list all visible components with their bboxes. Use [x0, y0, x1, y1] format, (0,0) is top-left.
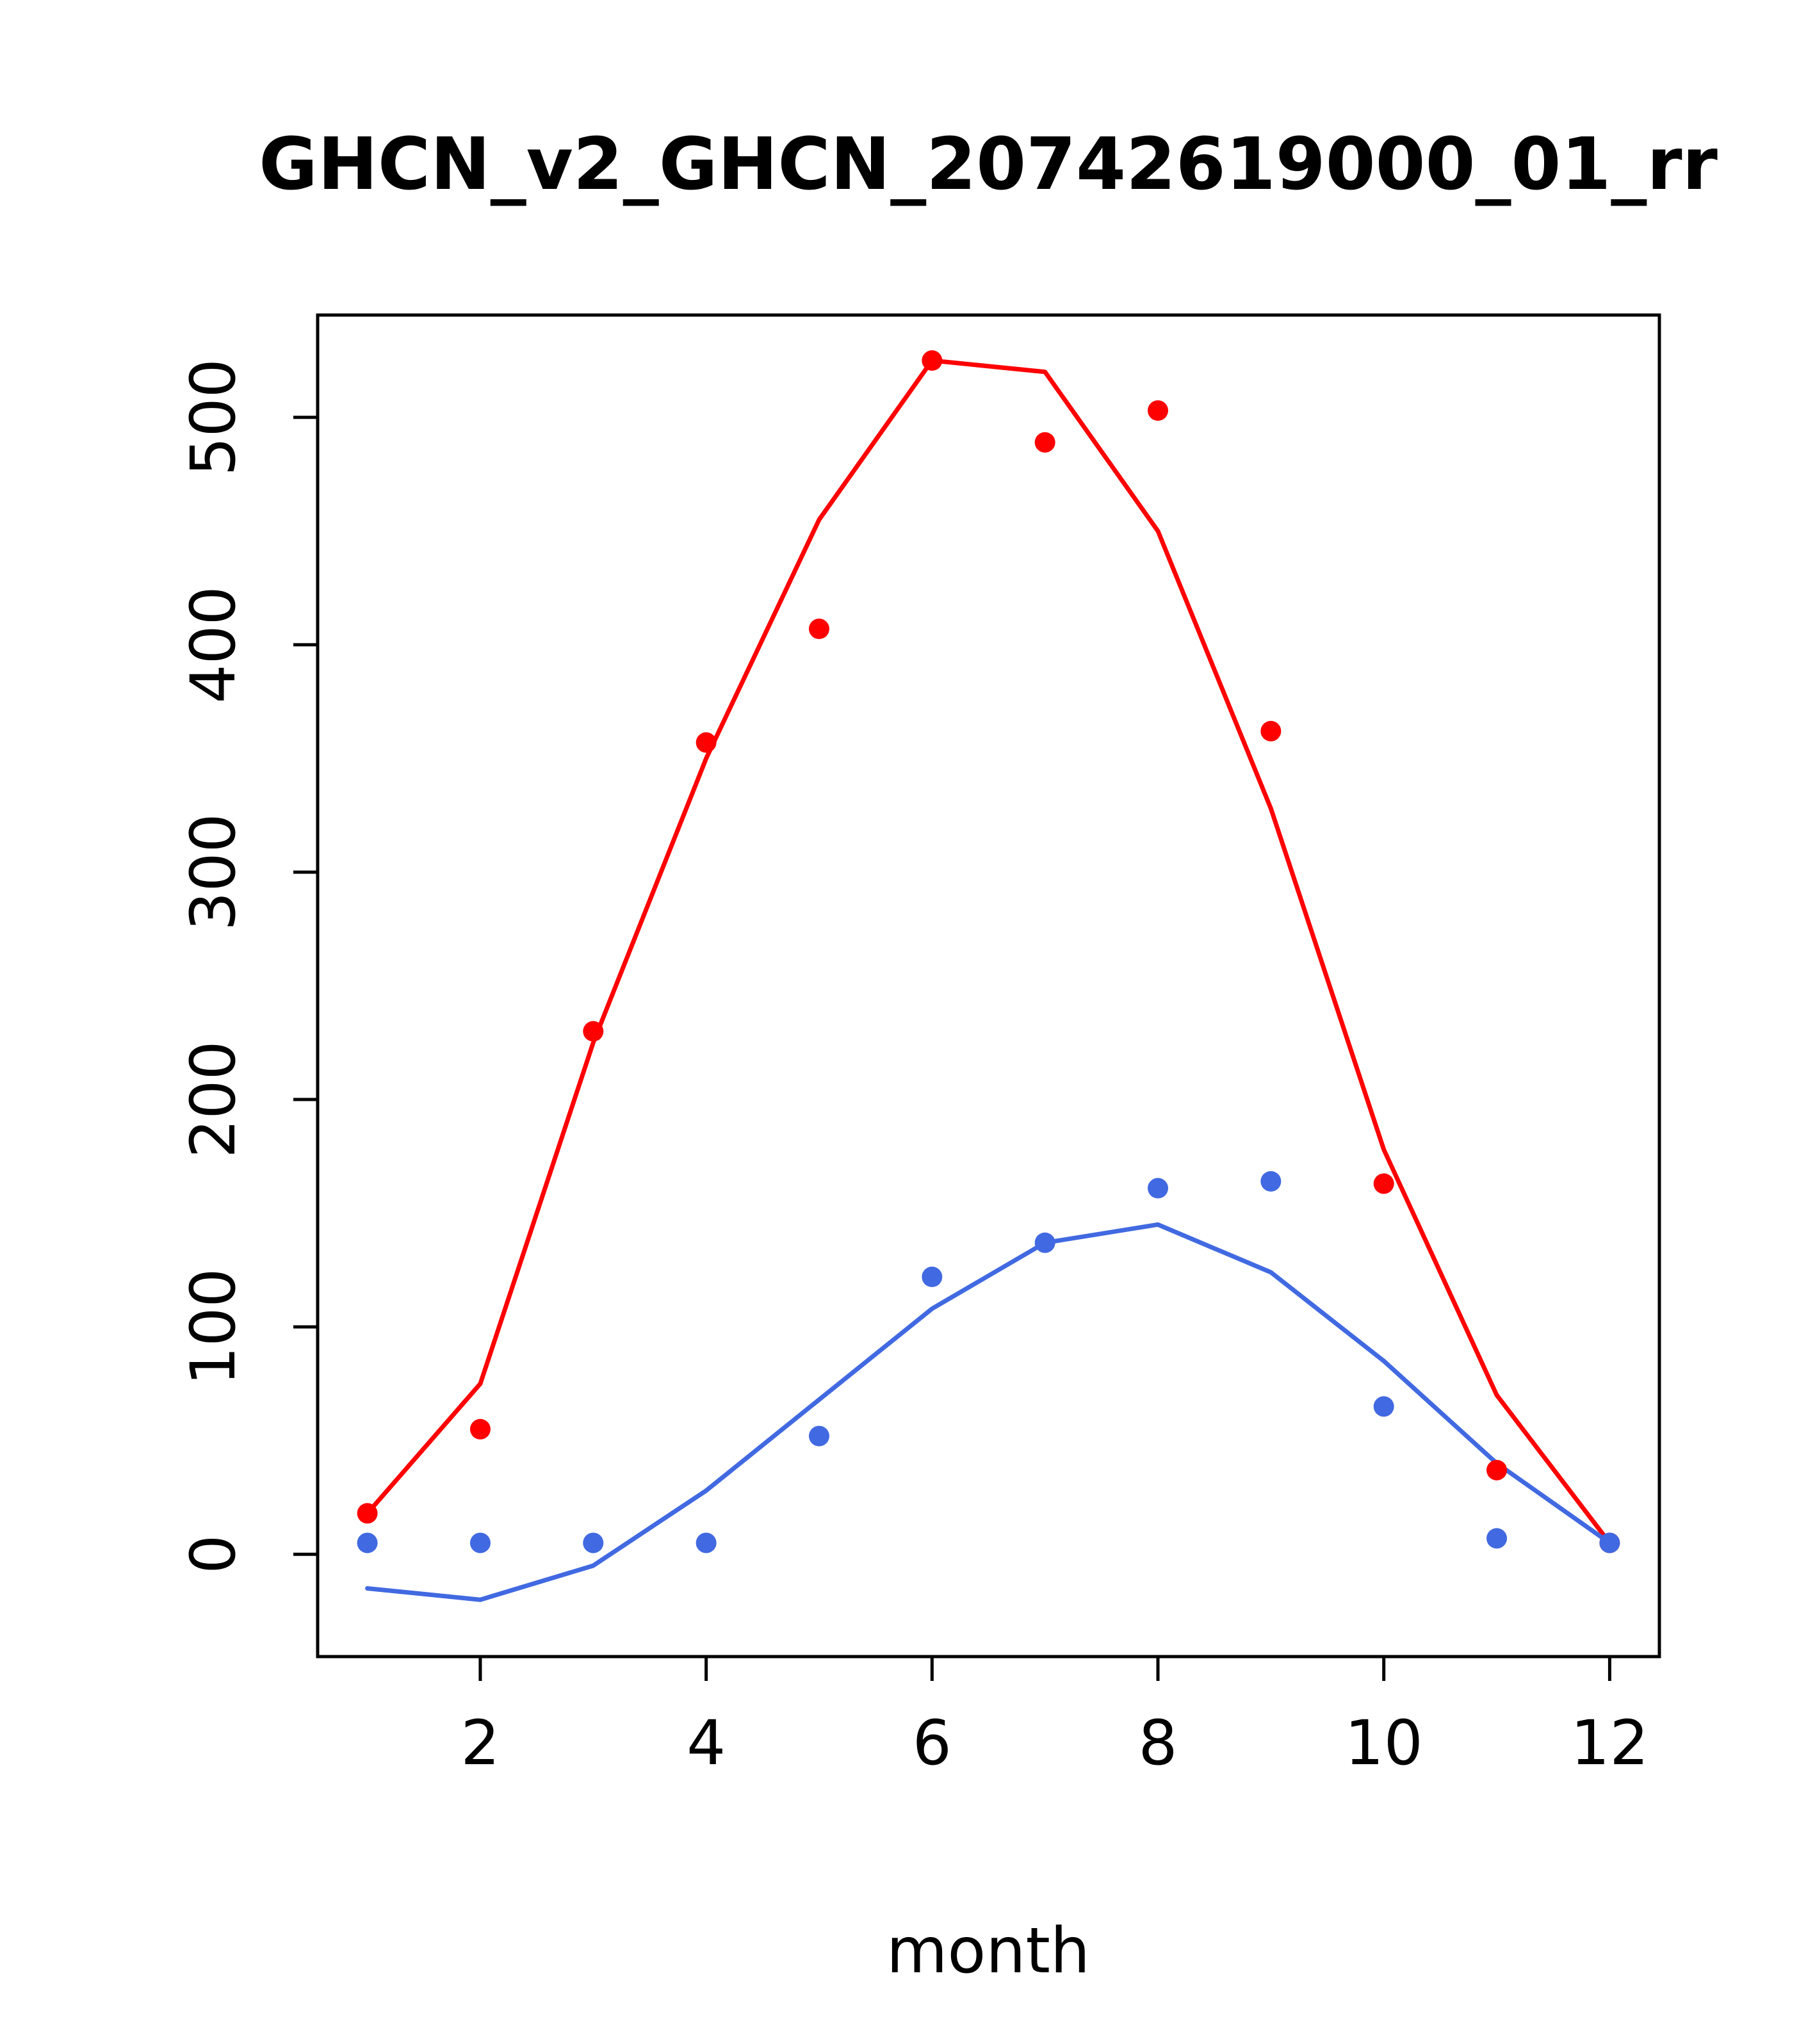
- x-axis-tick-label: 8: [1138, 1707, 1177, 1779]
- red-point: [696, 732, 717, 753]
- y-axis-tick-label: 200: [177, 1041, 249, 1158]
- blue-point: [583, 1532, 604, 1553]
- blue-point: [469, 1532, 491, 1553]
- y-axis-tick-label: 100: [177, 1269, 249, 1386]
- y-axis-tick-label: 0: [177, 1535, 249, 1574]
- blue-point: [1486, 1528, 1508, 1549]
- red-point: [1486, 1459, 1508, 1480]
- blue-point: [922, 1267, 943, 1288]
- x-axis-tick-label: 2: [460, 1707, 500, 1779]
- red-point: [469, 1418, 491, 1440]
- red-point: [1148, 400, 1169, 421]
- blue-point: [808, 1425, 829, 1447]
- red-point: [583, 1021, 604, 1042]
- red-point: [1373, 1173, 1394, 1194]
- x-axis-tick-label: 6: [913, 1707, 952, 1779]
- x-axis-tick-label: 10: [1345, 1707, 1423, 1779]
- red-point: [922, 350, 943, 371]
- blue-point: [1373, 1396, 1394, 1417]
- blue-point: [357, 1532, 378, 1553]
- x-axis-title: month: [886, 1915, 1090, 1988]
- plot-box: [316, 313, 1661, 1659]
- series-red-line: [365, 358, 1612, 1545]
- blue-point: [1599, 1532, 1620, 1553]
- chart-title: GHCN_v2_GHCN_20742619000_01_rr: [259, 123, 1718, 206]
- x-axis-tick-label: 12: [1570, 1707, 1648, 1779]
- y-axis-tick-label: 500: [177, 359, 249, 476]
- red-point: [808, 619, 829, 640]
- y-axis-tick-label: 300: [177, 813, 249, 930]
- red-point: [1034, 432, 1055, 453]
- series-blue-line: [365, 1222, 1612, 1602]
- x-axis-tick-label: 4: [687, 1707, 726, 1779]
- blue-point: [1034, 1232, 1055, 1253]
- blue-point: [1260, 1171, 1282, 1192]
- y-axis-tick-label: 400: [177, 586, 249, 703]
- blue-point: [696, 1532, 717, 1553]
- red-point: [357, 1503, 378, 1524]
- plot-area: 2 4 6 8 10 12 0 100 200 300 400 500: [177, 313, 1661, 1779]
- red-point: [1260, 720, 1282, 742]
- blue-point: [1148, 1178, 1169, 1199]
